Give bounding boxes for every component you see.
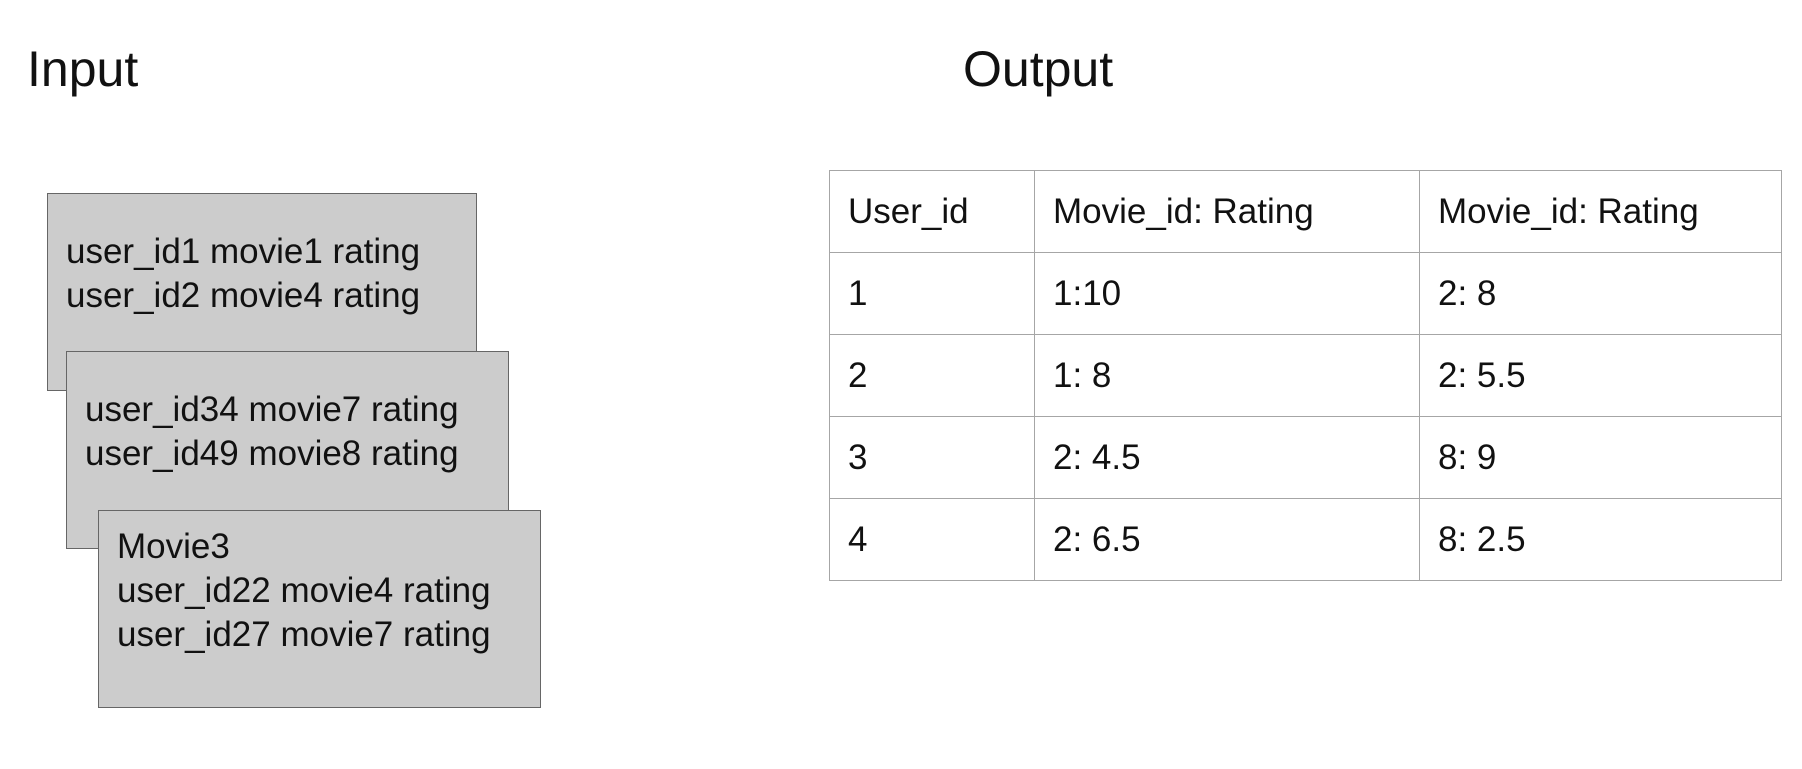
header-cell-user-id: User_id — [829, 170, 1035, 253]
table-cell: 1: 8 — [1034, 334, 1420, 417]
card-line: user_id27 movie7 rating — [117, 615, 491, 654]
table-cell: 2 — [829, 334, 1035, 417]
table-cell: 2: 6.5 — [1034, 498, 1420, 581]
card-line: user_id49 movie8 rating — [85, 434, 459, 473]
card-line: user_id1 movie1 rating — [66, 232, 421, 271]
card-line: user_id2 movie4 rating — [66, 276, 421, 315]
header-cell-movie-rating: Movie_id: Rating — [1034, 170, 1420, 253]
input-heading: Input — [27, 41, 139, 97]
table-cell: 1 — [829, 252, 1035, 335]
table-header-row: User_id Movie_id: Rating Movie_id: Ratin… — [829, 170, 1782, 253]
input-card-3: Movie3 user_id22 movie4 rating user_id27… — [98, 510, 541, 708]
table-cell: 8: 9 — [1419, 416, 1782, 499]
header-cell-movie-rating: Movie_id: Rating — [1419, 170, 1782, 253]
table-row: 2 1: 8 2: 5.5 — [829, 334, 1782, 417]
table-cell: 8: 2.5 — [1419, 498, 1782, 581]
table-cell: 1:10 — [1034, 252, 1420, 335]
table-row: 1 1:10 2: 8 — [829, 252, 1782, 335]
table-row: 3 2: 4.5 8: 9 — [829, 416, 1782, 499]
table-row: 4 2: 6.5 8: 2.5 — [829, 498, 1782, 581]
table-cell: 2: 4.5 — [1034, 416, 1420, 499]
card-line: Movie3 — [117, 527, 230, 566]
card-line: user_id22 movie4 rating — [117, 571, 491, 610]
output-table: User_id Movie_id: Rating Movie_id: Ratin… — [829, 170, 1782, 581]
table-cell: 3 — [829, 416, 1035, 499]
output-heading: Output — [963, 41, 1114, 97]
table-cell: 4 — [829, 498, 1035, 581]
card-line: user_id34 movie7 rating — [85, 390, 459, 429]
table-cell: 2: 5.5 — [1419, 334, 1782, 417]
table-cell: 2: 8 — [1419, 252, 1782, 335]
